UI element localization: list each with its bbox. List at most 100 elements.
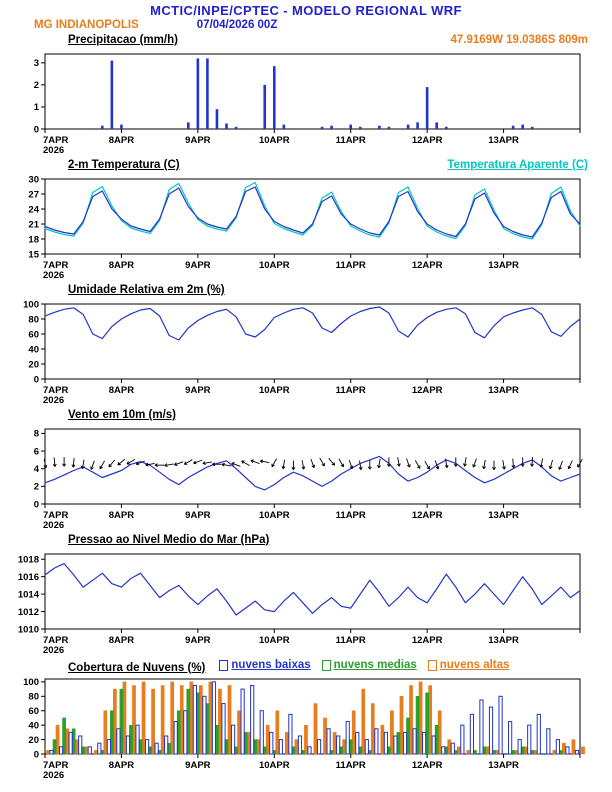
clouds-header: Cobertura de Nuvens (%) nuvens baixas nu… bbox=[0, 659, 612, 674]
panel-pressure: Pressao ao Nivel Medio do Mar (hPa) 1010… bbox=[0, 534, 612, 659]
svg-text:100: 100 bbox=[23, 299, 39, 310]
svg-text:80: 80 bbox=[28, 314, 39, 325]
svg-text:2: 2 bbox=[34, 80, 39, 91]
pressure-header: Pressao ao Nivel Medio do Mar (hPa) bbox=[0, 534, 612, 549]
nuvens-baixas-swatch bbox=[219, 659, 229, 671]
svg-text:2026: 2026 bbox=[43, 645, 64, 656]
svg-text:40: 40 bbox=[28, 720, 39, 731]
legend-nuvens-altas: nuvens altas bbox=[427, 659, 510, 671]
svg-text:7APR: 7APR bbox=[43, 635, 68, 646]
svg-text:13APR: 13APR bbox=[488, 635, 519, 646]
svg-text:80: 80 bbox=[28, 692, 39, 703]
svg-text:9APR: 9APR bbox=[185, 135, 210, 146]
svg-text:20: 20 bbox=[28, 359, 39, 370]
svg-text:11APR: 11APR bbox=[336, 135, 366, 146]
panel-temperature: 2-m Temperatura (C) Temperatura Aparente… bbox=[0, 159, 612, 284]
svg-text:60: 60 bbox=[28, 706, 39, 717]
station-name: MG INDIANOPOLIS bbox=[34, 19, 139, 31]
svg-text:7APR: 7APR bbox=[43, 760, 68, 771]
svg-text:2026: 2026 bbox=[43, 395, 64, 406]
svg-text:1016: 1016 bbox=[18, 572, 39, 583]
svg-text:4: 4 bbox=[34, 464, 40, 475]
svg-text:10APR: 10APR bbox=[259, 135, 290, 146]
svg-text:1010: 1010 bbox=[18, 624, 39, 635]
svg-text:7APR: 7APR bbox=[43, 260, 68, 271]
svg-text:8APR: 8APR bbox=[109, 135, 134, 146]
svg-text:13APR: 13APR bbox=[488, 510, 519, 521]
svg-text:0: 0 bbox=[34, 374, 39, 385]
clouds-legend: nuvens baixas nuvens medias nuvens altas bbox=[219, 659, 509, 671]
panel-title-humidity: Umidade Relativa em 2m (%) bbox=[68, 284, 225, 296]
svg-text:2026: 2026 bbox=[43, 270, 64, 281]
svg-text:6: 6 bbox=[34, 446, 39, 457]
svg-text:8APR: 8APR bbox=[109, 760, 134, 771]
svg-text:8APR: 8APR bbox=[109, 385, 134, 396]
svg-text:11APR: 11APR bbox=[336, 385, 366, 396]
svg-text:100: 100 bbox=[23, 677, 39, 688]
panel-title-pressure: Pressao ao Nivel Medio do Mar (hPa) bbox=[68, 534, 270, 546]
svg-text:9APR: 9APR bbox=[185, 635, 210, 646]
svg-text:11APR: 11APR bbox=[336, 260, 366, 271]
svg-text:60: 60 bbox=[28, 329, 39, 340]
svg-text:2026: 2026 bbox=[43, 770, 64, 781]
panel-humidity: Umidade Relativa em 2m (%) 0 20 40 60 80 100 7… bbox=[0, 284, 612, 409]
legend-nuvens-baixas: nuvens baixas bbox=[219, 659, 311, 671]
svg-text:18: 18 bbox=[28, 234, 39, 245]
temperature-header: 2-m Temperatura (C) Temperatura Aparente… bbox=[0, 159, 612, 174]
panel-wind: Vento em 10m (m/s) 0 2 4 6 8 7APR 2026 8APR 9APR… bbox=[0, 409, 612, 534]
svg-text:10APR: 10APR bbox=[259, 385, 290, 396]
svg-text:2026: 2026 bbox=[43, 520, 64, 531]
svg-text:12APR: 12APR bbox=[412, 260, 443, 271]
svg-text:8: 8 bbox=[34, 429, 39, 440]
nuvens-altas-label: nuvens altas bbox=[439, 659, 510, 671]
panel-title-wind: Vento em 10m (m/s) bbox=[68, 409, 177, 421]
svg-text:11APR: 11APR bbox=[336, 635, 366, 646]
precipitation-header: Precipitacao (mm/h) 47.9169W 19.0386S 80… bbox=[0, 34, 612, 49]
svg-text:10APR: 10APR bbox=[259, 760, 290, 771]
humidity-header: Umidade Relativa em 2m (%) bbox=[0, 284, 612, 299]
svg-text:7APR: 7APR bbox=[43, 135, 68, 146]
svg-text:9APR: 9APR bbox=[185, 260, 210, 271]
page-title: MCTIC/INPE/CPTEC - MODELO REGIONAL WRF bbox=[150, 3, 462, 18]
svg-text:9APR: 9APR bbox=[185, 760, 210, 771]
svg-text:12APR: 12APR bbox=[412, 760, 443, 771]
svg-text:8APR: 8APR bbox=[109, 260, 134, 271]
svg-text:13APR: 13APR bbox=[488, 260, 519, 271]
svg-text:9APR: 9APR bbox=[185, 385, 210, 396]
panel-title-temperature: 2-m Temperatura (C) bbox=[68, 159, 180, 171]
svg-text:1018: 1018 bbox=[18, 555, 39, 566]
svg-text:40: 40 bbox=[28, 344, 39, 355]
svg-text:10APR: 10APR bbox=[259, 260, 290, 271]
subtitle-row: MG INDIANOPOLIS 07/04/2026 00Z bbox=[0, 18, 612, 34]
svg-text:7APR: 7APR bbox=[43, 510, 68, 521]
svg-text:13APR: 13APR bbox=[488, 385, 519, 396]
legend-nuvens-medias: nuvens medias bbox=[321, 659, 417, 671]
svg-text:9APR: 9APR bbox=[185, 510, 210, 521]
svg-text:2026: 2026 bbox=[43, 145, 64, 156]
wind-header: Vento em 10m (m/s) bbox=[0, 409, 612, 424]
svg-text:12APR: 12APR bbox=[412, 635, 443, 646]
svg-text:8APR: 8APR bbox=[109, 510, 134, 521]
svg-text:2: 2 bbox=[34, 482, 39, 493]
svg-text:13APR: 13APR bbox=[488, 135, 519, 146]
nuvens-medias-swatch bbox=[321, 659, 331, 671]
svg-text:15: 15 bbox=[28, 249, 39, 260]
panel-clouds: Cobertura de Nuvens (%) nuvens baixas nu… bbox=[0, 659, 612, 784]
svg-text:12APR: 12APR bbox=[412, 385, 443, 396]
run-datetime: 07/04/2026 00Z bbox=[196, 19, 278, 31]
svg-text:13APR: 13APR bbox=[488, 760, 519, 771]
panel-title-precipitation: Precipitacao (mm/h) bbox=[68, 34, 178, 46]
svg-text:24: 24 bbox=[28, 204, 39, 215]
svg-text:0: 0 bbox=[34, 124, 39, 135]
svg-text:30: 30 bbox=[28, 174, 39, 185]
svg-text:0: 0 bbox=[34, 749, 39, 760]
svg-text:11APR: 11APR bbox=[336, 510, 366, 521]
svg-text:12APR: 12APR bbox=[412, 135, 443, 146]
svg-text:10APR: 10APR bbox=[259, 510, 290, 521]
